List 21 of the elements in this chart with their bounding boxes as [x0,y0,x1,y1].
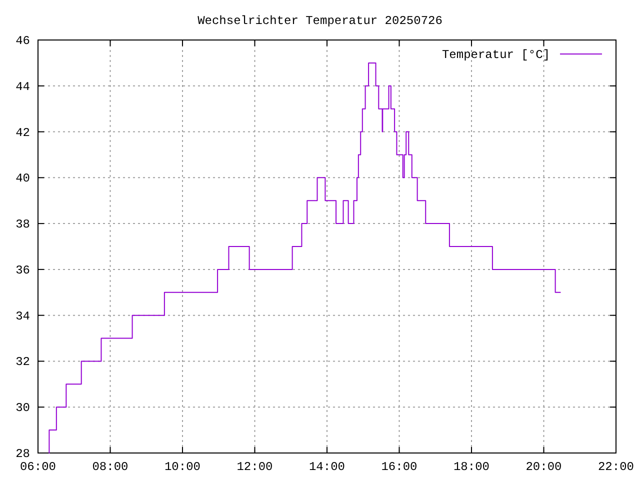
x-tick-label: 06:00 [20,460,56,474]
y-tick-label: 32 [16,355,30,370]
y-tick-label: 36 [16,263,30,278]
x-tick-label: 14:00 [308,460,346,474]
x-tick-label: 20:00 [526,460,562,474]
y-tick-label: 40 [16,172,30,186]
y-tick-label: 38 [16,218,30,232]
y-tick-label: 46 [16,34,30,48]
x-tick-label: 16:00 [381,460,418,474]
y-tick-label: 28 [16,447,30,461]
chart-title: Wechselrichter Temperatur 20250726 [198,14,442,28]
y-tick-label: 42 [16,126,30,140]
x-tick-label: 12:00 [236,460,273,474]
y-tick-label: 34 [16,309,30,324]
x-tick-label: 22:00 [598,460,634,474]
x-tick-label: 08:00 [92,460,128,474]
legend-label: Temperatur [°C] [442,48,550,62]
y-tick-label: 44 [16,80,30,94]
x-tick-label: 18:00 [453,460,490,474]
x-tick-label: 10:00 [164,460,201,474]
y-tick-label: 30 [16,401,30,416]
